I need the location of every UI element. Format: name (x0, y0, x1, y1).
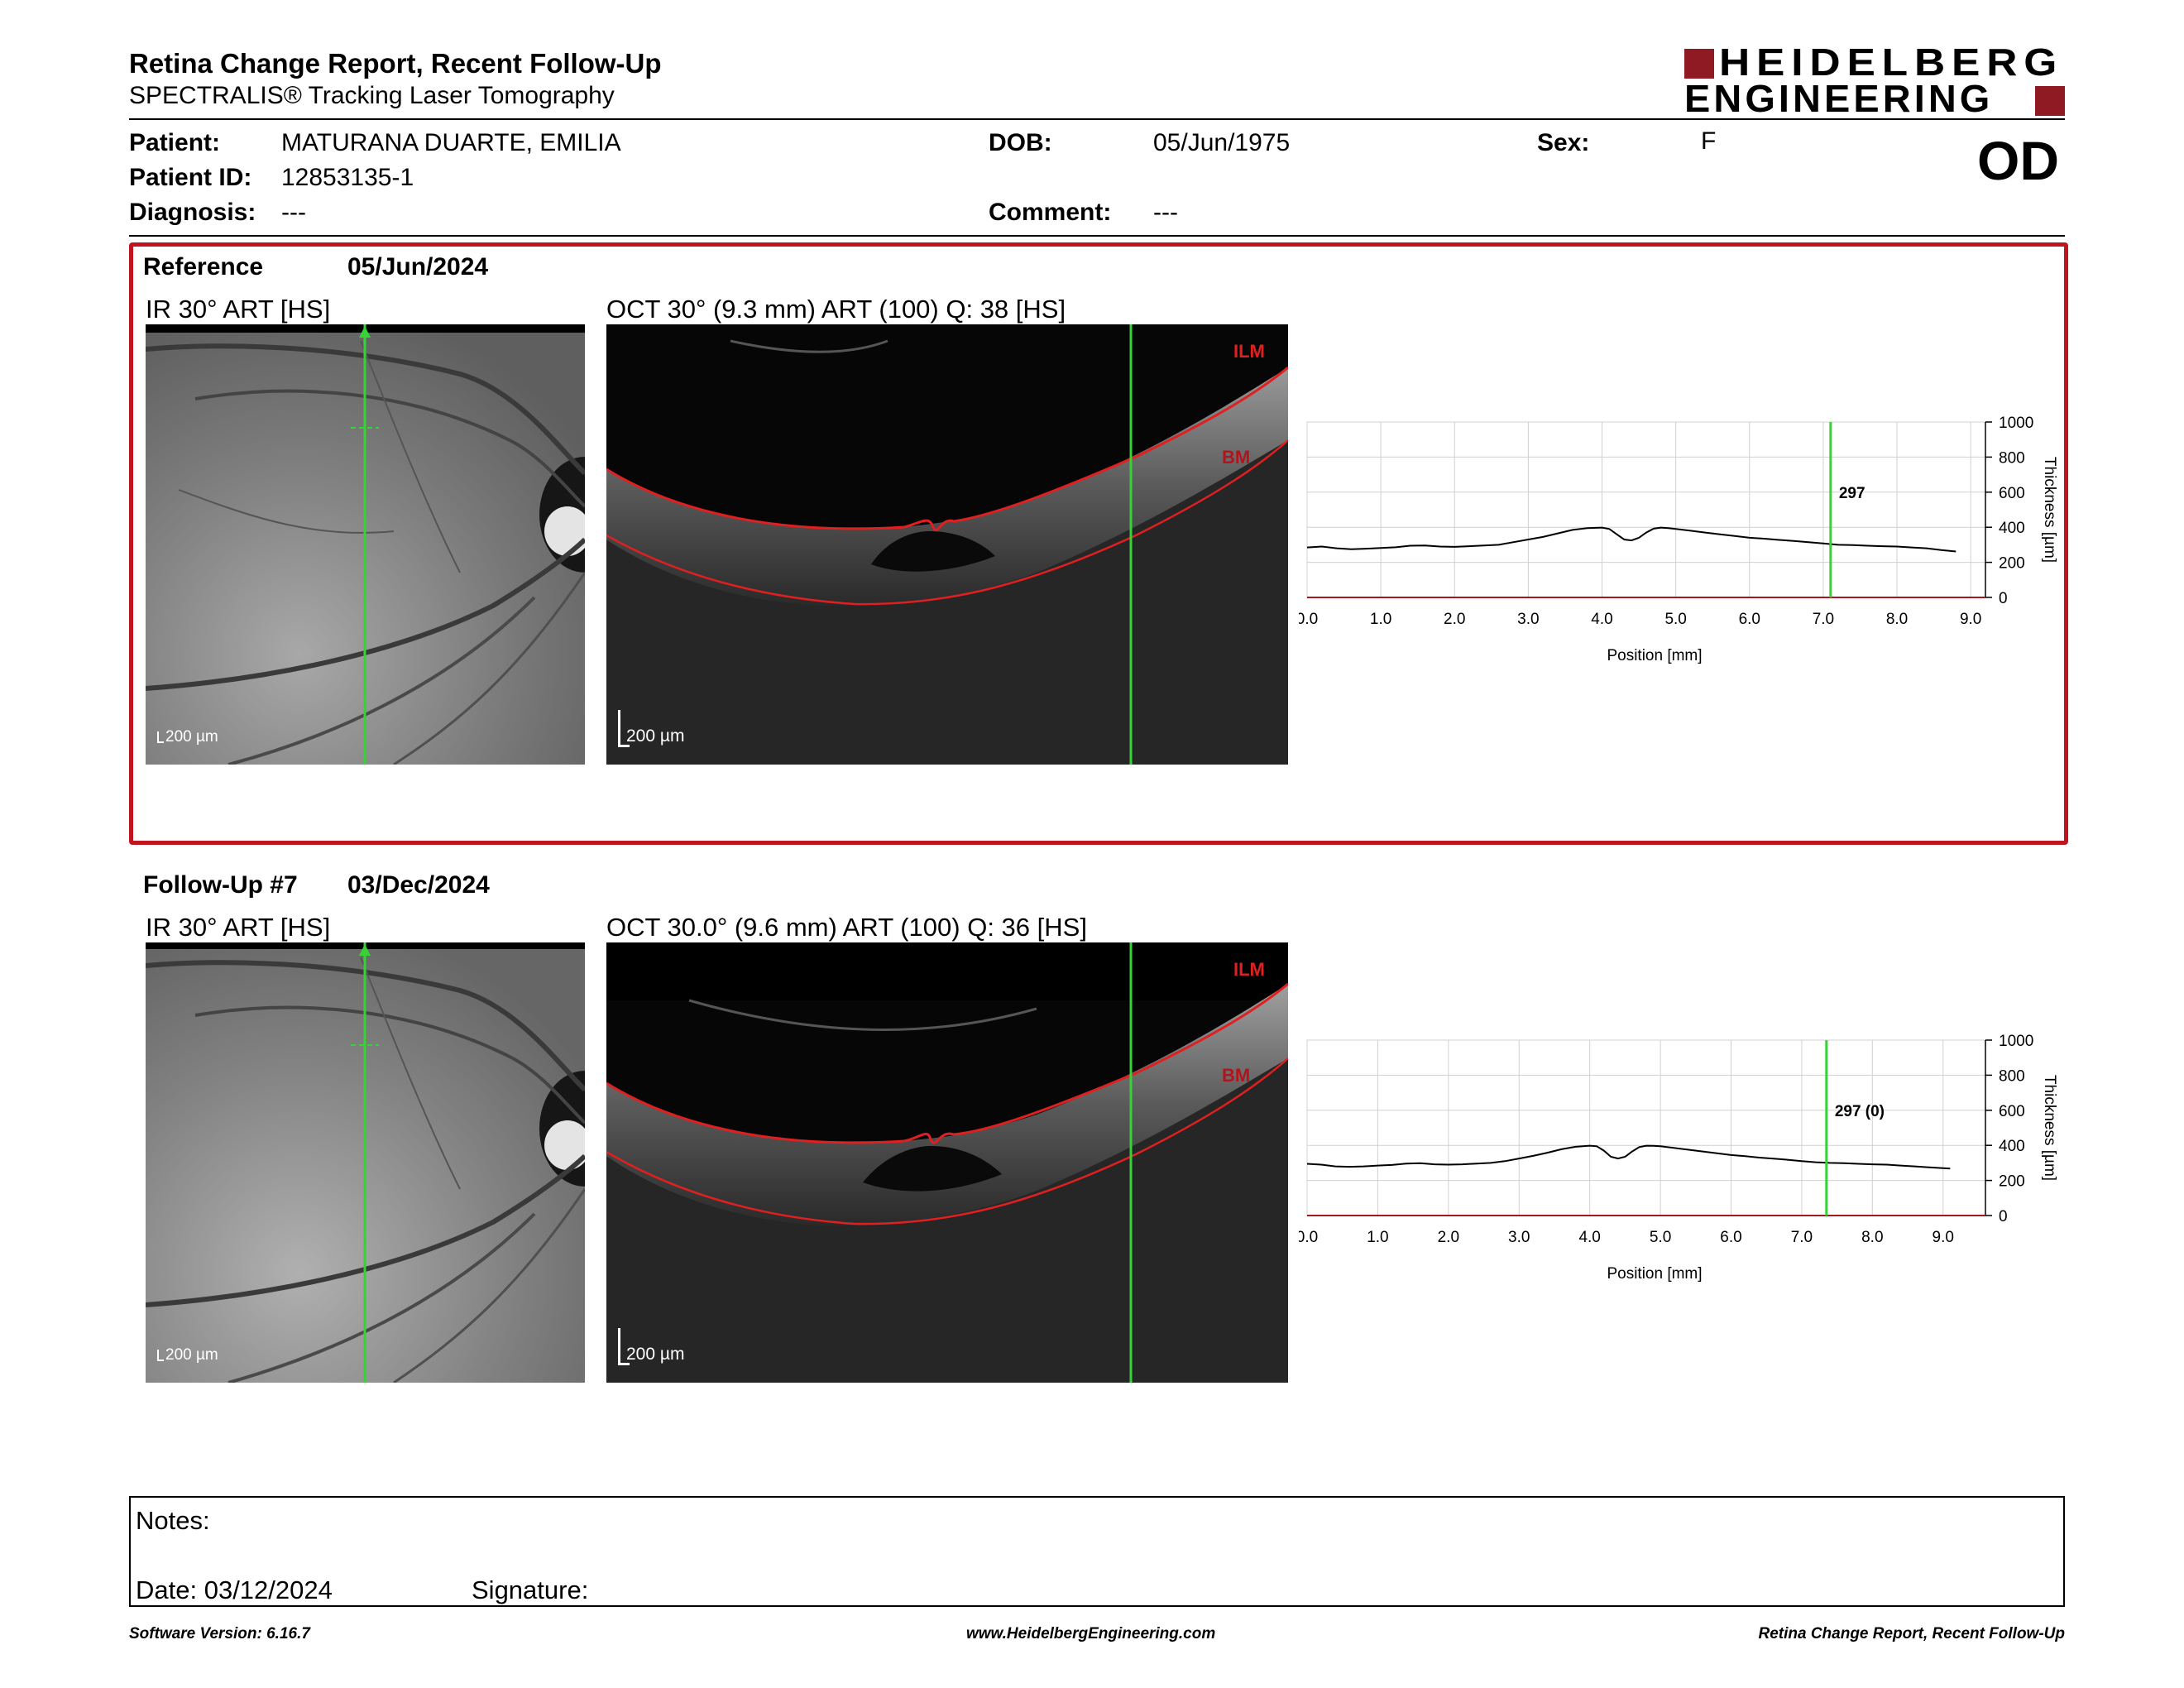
followup-chart-x-tick-label: 8.0 (1861, 1229, 1883, 1246)
reference-chart-x-tick-label: 4.0 (1591, 611, 1612, 628)
followup-oct-scalebar (618, 1328, 620, 1364)
followup-chart-y-tick-label: 200 (1999, 1173, 2025, 1191)
reference-ir-image[interactable]: 200 µm (146, 324, 585, 765)
logo-line1: HEIDELBERG (1719, 41, 2064, 84)
reference-chart-y-tick-label: 1000 (1999, 415, 2033, 432)
reference-ilm-label: ILM (1233, 341, 1265, 362)
reference-chart-x-tick-label: 8.0 (1886, 611, 1908, 628)
sex-label: Sex: (1537, 129, 1590, 156)
patient-label: Patient: (129, 129, 221, 156)
followup-chart-y-tick-label: 0 (1999, 1208, 2008, 1225)
followup-chart-x-tick-label: 3.0 (1508, 1229, 1530, 1246)
footer-website[interactable]: www.HeidelbergEngineering.com (966, 1625, 1216, 1642)
followup-label: Follow-Up #7 (143, 871, 298, 899)
reference-date: 05/Jun/2024 (347, 253, 489, 281)
followup-chart-x-tick-label: 6.0 (1720, 1229, 1741, 1246)
comment-value: --- (1153, 199, 1178, 226)
followup-thickness-chart: 0.0 1.0 2.0 3.0 4.0 5.0 6.0 7.0 8.0 9.0 0 200 400 600… (1299, 1033, 2058, 1283)
diagnosis-label: Diagnosis: (129, 199, 256, 226)
followup-chart-y-tick-label: 600 (1999, 1103, 2025, 1120)
followup-chart-x-tick-label: 9.0 (1933, 1229, 1954, 1246)
followup-ir-scale: 200 µm (165, 1346, 218, 1364)
followup-chart-x-tick-label: 2.0 (1438, 1229, 1459, 1246)
followup-date: 03/Dec/2024 (347, 871, 490, 899)
comment-label: Comment: (989, 199, 1112, 226)
logo-line2: ENGINEERING (1684, 77, 1994, 120)
eye-label: OD (1977, 130, 2059, 191)
followup-chart-x-tick-label: 4.0 (1578, 1229, 1600, 1246)
reference-chart-y-tick-label: 400 (1999, 520, 2025, 537)
reference-chart-x-tick-label: 1.0 (1370, 611, 1391, 628)
followup-chart-marker-value: 297 (0) (1835, 1103, 1885, 1120)
heidelberg-logo: HEIDELBERG ENGINEERING (1684, 41, 2065, 120)
footer-software-version: Software Version: 6.16.7 (129, 1625, 310, 1642)
followup-chart-x-axis-label: Position [mm] (1607, 1265, 1702, 1283)
followup-chart-plot-area (1306, 1039, 1986, 1216)
reference-chart-y-tick-label: 200 (1999, 555, 2025, 573)
followup-oct-image[interactable]: ILM BM 200 µm (606, 942, 1288, 1383)
reference-ir-scale: 200 µm (165, 728, 218, 746)
followup-bm-label: BM (1222, 1065, 1251, 1086)
followup-ir-image[interactable]: 200 µm (146, 942, 585, 1383)
followup-oct-scale: 200 µm (626, 1345, 685, 1364)
patient-name: MATURANA DUARTE, EMILIA (281, 129, 621, 156)
followup-ir-scalebar (157, 1350, 159, 1361)
reference-chart-plot-area (1306, 421, 1986, 598)
report-subtitle: SPECTRALIS® Tracking Laser Tomography (129, 82, 615, 109)
followup-chart-y-tick-label: 1000 (1999, 1033, 2033, 1050)
reference-bm-label: BM (1222, 447, 1251, 468)
reference-chart-y-tick-label: 600 (1999, 485, 2025, 502)
diagnosis-value: --- (281, 199, 306, 226)
signature-label: Signature: (472, 1575, 589, 1604)
reference-panel (129, 242, 2068, 845)
reference-chart-x-tick-label: 6.0 (1739, 611, 1760, 628)
reference-chart-x-tick-label: 0.0 (1299, 611, 1318, 628)
patient-id: 12853135-1 (281, 164, 414, 191)
reference-chart-x-axis-label: Position [mm] (1607, 647, 1702, 664)
reference-chart-y-axis-label: Thickness [µm] (2041, 457, 2058, 563)
followup-chart-x-tick-label: 1.0 (1367, 1229, 1388, 1246)
reference-ir-scalebar (157, 731, 159, 743)
followup-chart-y-tick-label: 800 (1999, 1067, 2025, 1085)
reference-label: Reference (143, 253, 264, 281)
patient-id-label: Patient ID: (129, 164, 252, 191)
followup-ir-caption: IR 30° ART [HS] (146, 913, 331, 942)
dob-value: 05/Jun/1975 (1153, 129, 1291, 156)
reference-chart-y-tick-label: 800 (1999, 449, 2025, 467)
reference-oct-image[interactable]: ILM BM 200 µm (606, 324, 1288, 765)
reference-chart-x-tick-label: 9.0 (1960, 611, 1981, 628)
reference-thickness-chart: 0.0 1.0 2.0 3.0 4.0 5.0 6.0 7.0 8.0 9.0 0 200 400 600… (1299, 415, 2058, 664)
followup-chart-y-axis-label: Thickness [µm] (2041, 1075, 2058, 1181)
reference-chart-x-tick-label: 3.0 (1517, 611, 1539, 628)
reference-chart-thickness-line (1306, 526, 1956, 553)
reference-ir-caption: IR 30° ART [HS] (146, 295, 331, 324)
followup-chart-x-tick-label: 0.0 (1299, 1229, 1318, 1246)
footer-report-name: Retina Change Report, Recent Follow-Up (1758, 1625, 2065, 1642)
notes-box[interactable] (129, 1496, 2065, 1607)
report-title: Retina Change Report, Recent Follow-Up (129, 48, 662, 79)
notes-date: Date: 03/12/2024 (136, 1575, 333, 1604)
reference-chart-x-tick-label: 7.0 (1813, 611, 1834, 628)
reference-chart-y-tick-label: 0 (1999, 590, 2008, 607)
followup-chart-thickness-line (1306, 1144, 1951, 1170)
reference-chart-x-tick-label: 2.0 (1444, 611, 1465, 628)
sex-value: F (1701, 127, 1717, 155)
followup-ilm-label: ILM (1233, 959, 1265, 980)
followup-chart-x-tick-label: 7.0 (1791, 1229, 1813, 1246)
reference-oct-scale: 200 µm (626, 727, 685, 746)
followup-chart-x-tick-label: 5.0 (1650, 1229, 1671, 1246)
reference-oct-scalebar (618, 710, 620, 746)
dob-label: DOB: (989, 129, 1052, 156)
notes-label: Notes: (136, 1506, 210, 1535)
reference-oct-caption: OCT 30° (9.3 mm) ART (100) Q: 38 [HS] (606, 295, 1066, 324)
reference-chart-x-tick-label: 5.0 (1664, 611, 1686, 628)
followup-oct-caption: OCT 30.0° (9.6 mm) ART (100) Q: 36 [HS] (606, 913, 1087, 942)
reference-chart-marker-value: 297 (1839, 485, 1866, 502)
followup-chart-y-tick-label: 400 (1999, 1138, 2025, 1155)
